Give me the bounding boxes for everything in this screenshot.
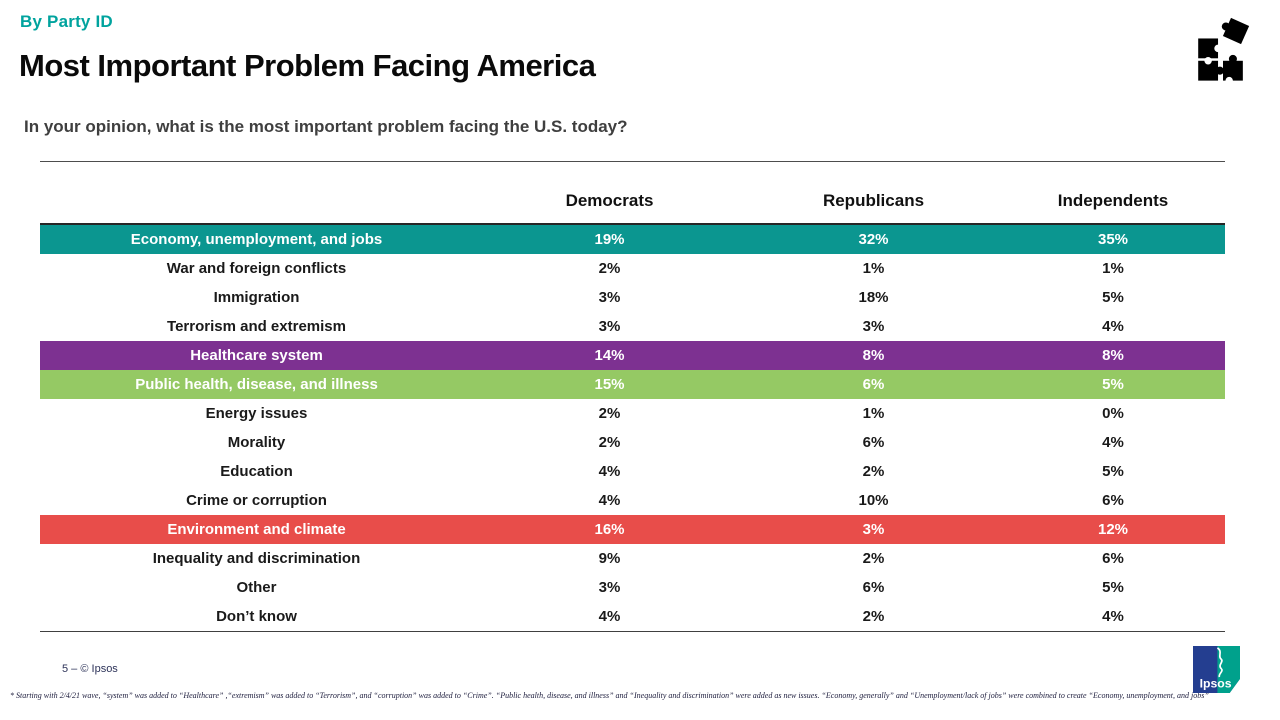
row-label: Environment and climate: [167, 521, 346, 538]
independents-value: 1%: [1102, 260, 1124, 277]
republicans-value: 6%: [862, 579, 885, 596]
independents-value: 5%: [1102, 463, 1124, 480]
table-row: Crime or corruption 4% 10% 6%: [40, 486, 1225, 515]
survey-question: In your opinion, what is the most import…: [24, 117, 628, 136]
column-header-republicans: Republicans: [822, 191, 925, 210]
table-row: Energy issues 2% 1% 0%: [40, 399, 1225, 428]
row-label: Terrorism and extremism: [167, 318, 346, 335]
row-label: Education: [220, 463, 293, 480]
row-label: Morality: [227, 434, 286, 451]
table-row: War and foreign conflicts 2% 1% 1%: [40, 254, 1225, 283]
democrats-value: 16%: [594, 521, 625, 538]
democrats-value: 14%: [594, 347, 625, 364]
row-label: Other: [236, 579, 277, 596]
row-label: Immigration: [213, 289, 300, 306]
republicans-value: 8%: [862, 347, 885, 364]
independents-value: 35%: [1097, 231, 1129, 248]
column-header-independents: Independents: [1057, 191, 1169, 210]
democrats-value: 4%: [598, 608, 621, 625]
independents-value: 4%: [1102, 434, 1124, 451]
independents-value: 5%: [1102, 579, 1124, 596]
row-label: Energy issues: [205, 405, 308, 422]
independents-value: 6%: [1102, 550, 1124, 567]
row-label: Healthcare system: [190, 347, 323, 364]
ipsos-logo: Ipsos: [1193, 646, 1240, 693]
table-row: Public health, disease, and illness 15% …: [40, 370, 1225, 399]
table-body: Economy, unemployment, and jobs 19% 32% …: [40, 225, 1225, 632]
table-row: Terrorism and extremism 3% 3% 4%: [40, 312, 1225, 341]
independents-value: 5%: [1102, 376, 1124, 393]
table-row: Morality 2% 6% 4%: [40, 428, 1225, 457]
table-header-row: Democrats Republicans Independents: [40, 162, 1225, 225]
row-label: Inequality and discrimination: [152, 550, 361, 567]
democrats-value: 2%: [598, 405, 621, 422]
table-row: Immigration 3% 18% 5%: [40, 283, 1225, 312]
table-row: Other 3% 6% 5%: [40, 573, 1225, 602]
table-row: Don’t know 4% 2% 4%: [40, 602, 1225, 631]
republicans-value: 3%: [862, 521, 885, 538]
republicans-value: 2%: [862, 550, 885, 567]
republicans-value: 2%: [862, 608, 885, 625]
row-label: Don’t know: [216, 608, 297, 625]
democrats-value: 15%: [594, 376, 625, 393]
row-label: Public health, disease, and illness: [135, 376, 378, 393]
republicans-value: 1%: [862, 405, 885, 422]
democrats-value: 2%: [598, 260, 621, 277]
table-row: Healthcare system 14% 8% 8%: [40, 341, 1225, 370]
copyright: © Ipsos: [80, 663, 118, 675]
results-table: Democrats Republicans Independents Econo…: [40, 161, 1225, 632]
column-header-democrats: Democrats: [565, 191, 654, 210]
democrats-value: 3%: [598, 289, 621, 306]
row-label: Crime or corruption: [186, 492, 327, 509]
independents-value: 4%: [1102, 318, 1124, 335]
democrats-value: 2%: [598, 434, 621, 451]
republicans-value: 1%: [862, 260, 885, 277]
independents-value: 6%: [1102, 492, 1124, 509]
kicker: By Party ID: [20, 12, 113, 31]
democrats-value: 19%: [594, 231, 625, 248]
republicans-value: 10%: [858, 492, 889, 509]
table-row: Economy, unemployment, and jobs 19% 32% …: [40, 225, 1225, 254]
table-row: Environment and climate 16% 3% 12%: [40, 515, 1225, 544]
independents-value: 8%: [1102, 347, 1124, 364]
democrats-value: 4%: [598, 492, 621, 509]
puzzle-pieces-icon: [1192, 12, 1254, 86]
republicans-value: 18%: [858, 289, 889, 306]
footnote: * Starting with 2/4/21 wave, “system” wa…: [10, 691, 1209, 700]
row-label: Economy, unemployment, and jobs: [130, 231, 383, 248]
independents-value: 4%: [1102, 608, 1124, 625]
ipsos-logo-text: Ipsos: [1200, 676, 1232, 690]
republicans-value: 2%: [862, 463, 885, 480]
democrats-value: 3%: [598, 318, 621, 335]
row-label: War and foreign conflicts: [166, 260, 347, 277]
republicans-value: 6%: [862, 376, 885, 393]
democrats-value: 3%: [598, 579, 621, 596]
table-row: Inequality and discrimination 9% 2% 6%: [40, 544, 1225, 573]
republicans-value: 32%: [858, 231, 889, 248]
page-footer: 5 – © Ipsos: [62, 663, 118, 675]
page-number: 5 –: [62, 663, 78, 675]
republicans-value: 6%: [862, 434, 885, 451]
independents-value: 5%: [1102, 289, 1124, 306]
table-row: Education 4% 2% 5%: [40, 457, 1225, 486]
independents-value: 0%: [1102, 405, 1124, 422]
republicans-value: 3%: [862, 318, 885, 335]
independents-value: 12%: [1097, 521, 1129, 538]
democrats-value: 9%: [598, 550, 621, 567]
page-title: Most Important Problem Facing America: [19, 48, 596, 83]
democrats-value: 4%: [598, 463, 621, 480]
